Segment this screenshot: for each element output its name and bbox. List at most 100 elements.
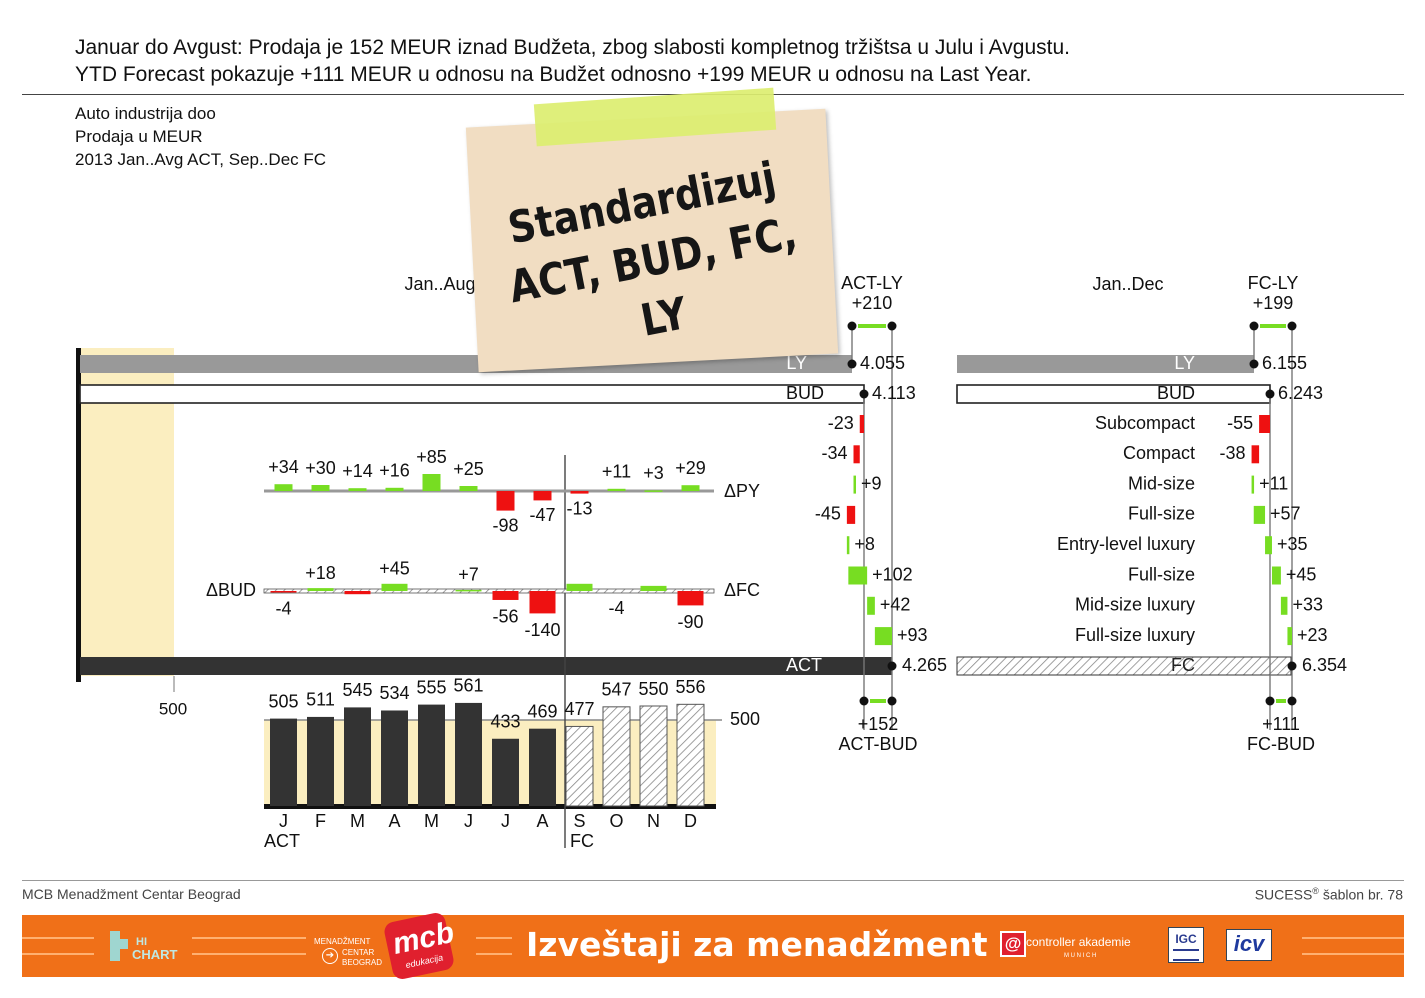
footer-company: MCB Menadžment Centar Beograd — [22, 886, 241, 902]
waterfall-jan-aug-segment-bar — [846, 505, 856, 524]
delta-fc-label: ΔFC — [724, 580, 760, 600]
mcb-arrow-icon: ➔ — [322, 948, 338, 964]
month-bar — [639, 705, 668, 807]
delta-bud-fc-value: -140 — [524, 620, 560, 640]
waterfall-jan-aug-bottom-delta-label: ACT-BUD — [838, 734, 917, 754]
month-label: J — [279, 811, 288, 831]
fc-bar-full-year — [956, 656, 1292, 676]
waterfall-jan-aug-segment-bar — [859, 415, 864, 433]
delta-py-value: +30 — [305, 458, 336, 478]
mcb-line-2: CENTAR — [342, 948, 375, 957]
waterfall-jan-dec-category-label: Entry-level luxury — [1057, 534, 1195, 554]
month-bar — [307, 716, 334, 806]
monthly-reference-label: 500 — [730, 709, 760, 729]
delta-bud-fc-value: -4 — [608, 598, 624, 618]
delta-py-value: -98 — [492, 515, 518, 535]
bud-bar-label: BUD — [786, 383, 824, 403]
delta-py-bar — [681, 485, 700, 491]
igc-logo-wave-icon — [1173, 949, 1199, 961]
waterfall-jan-aug-ly-value: 4.055 — [860, 353, 905, 373]
waterfall-jan-aug-bud-dot — [859, 389, 869, 399]
month-label: N — [647, 811, 660, 831]
month-bar — [418, 704, 445, 806]
waterfall-jan-aug-segment-bar — [867, 596, 875, 615]
waterfall-jan-aug-segment-label: +93 — [897, 625, 928, 645]
delta-py-value: +34 — [268, 457, 299, 477]
delta-py-value: +3 — [643, 463, 664, 483]
sticky-note: Standardizuj ACT, BUD, FC, LY — [465, 108, 839, 376]
waterfall-jan-dec-segment-bar — [1251, 475, 1255, 494]
delta-py-bar — [570, 491, 589, 494]
month-bar — [529, 728, 556, 806]
waterfall-jan-aug-top-delta-dot-right — [887, 321, 897, 331]
month-label: A — [536, 811, 548, 831]
delta-py-value: +29 — [675, 458, 706, 478]
month-bar — [492, 738, 519, 806]
company-name: Auto industrija doo — [75, 104, 216, 123]
waterfall-jan-dec-segment-label: +23 — [1297, 625, 1328, 645]
delta-py-value: -13 — [566, 498, 592, 518]
waterfall-jan-dec-segment-label: +11 — [1259, 473, 1288, 493]
waterfall-jan-dec-ly-dot — [1249, 359, 1259, 369]
waterfall-jan-dec-bud-value: 6.243 — [1278, 383, 1323, 403]
waterfall-jan-aug-segment-bar — [853, 475, 856, 494]
bud-bar-full-year — [956, 384, 1271, 404]
monthly-act-label: ACT — [264, 831, 300, 851]
delta-py-value: +85 — [416, 447, 447, 467]
month-value-label: 556 — [675, 677, 705, 697]
fc-bar-full-year-label: FC — [1171, 655, 1195, 675]
headline: Januar do Avgust: Prodaja je 152 MEUR iz… — [75, 34, 1070, 88]
waterfall-jan-dec-top-delta-value: +199 — [1253, 293, 1294, 313]
waterfall-jan-dec-category-label: Subcompact — [1095, 413, 1195, 433]
waterfall-jan-aug-segment-bar — [848, 566, 868, 585]
delta-py-value: +16 — [379, 461, 410, 481]
waterfall-jan-dec-category-label: Full-size — [1128, 564, 1195, 584]
period-label: 2013 Jan..Avg ACT, Sep..Dec FC — [75, 150, 327, 169]
delta-py-value: +25 — [453, 459, 484, 479]
month-value-label: 545 — [342, 680, 372, 700]
footer-registered: ® — [1312, 886, 1319, 896]
footer-template-ref: SUCESS® šablon br. 78 — [1255, 886, 1403, 903]
sticky-note-text: Standardizuj ACT, BUD, FC, LY — [485, 146, 822, 376]
report-info: Auto industrija doo Prodaja u MEUR 2013 … — [75, 102, 326, 171]
footer-template-number: šablon br. 78 — [1318, 886, 1403, 903]
waterfall-jan-aug-segment-label: +8 — [854, 534, 875, 554]
icv-logo-text: icv — [1233, 931, 1265, 956]
delta-py-bar — [422, 474, 441, 491]
waterfall-jan-aug-segment-label: -23 — [828, 413, 854, 433]
mcb-line-1: MENADŽMENT — [314, 937, 371, 946]
delta-py-bar — [459, 486, 478, 491]
waterfall-jan-dec-bottom-delta-dot-right — [1287, 696, 1297, 706]
controller-akademie-logo: @ controller akademie M U N I C H — [990, 929, 1180, 965]
delta-bud-fc-value: +7 — [458, 565, 479, 585]
delta-bud-fc-bar — [492, 591, 519, 600]
month-value-label: 511 — [306, 690, 335, 710]
month-bar — [676, 703, 705, 807]
delta-py-bar — [311, 485, 330, 491]
waterfall-jan-aug-segment-bar — [853, 445, 860, 464]
waterfall-jan-dec-bud-dot — [1265, 389, 1275, 399]
hichart-chart: CHART — [132, 947, 178, 962]
month-label: D — [684, 811, 697, 831]
delta-py-value: +14 — [342, 461, 373, 481]
delta-bud-fc-bar — [529, 591, 556, 614]
waterfall-jan-aug-segment-label: +9 — [861, 473, 882, 493]
controller-akademie-sub: M U N I C H — [1064, 953, 1097, 959]
month-value-label: 433 — [490, 712, 520, 732]
waterfall-jan-aug-segment-label: -45 — [815, 504, 841, 524]
month-label: J — [464, 811, 473, 831]
delta-bud-fc-value: +45 — [379, 559, 410, 579]
waterfall-jan-dec-segment-label: -38 — [1220, 443, 1246, 463]
month-value-label: 555 — [416, 677, 446, 697]
delta-bud-fc-bar — [455, 589, 482, 592]
waterfall-jan-aug-segment-label: -34 — [821, 443, 847, 463]
footer-banner: HI CHART MENADŽMENT ➔ CENTAR BEOGRAD mcb… — [22, 911, 1404, 981]
waterfall-jan-aug-end-dot — [887, 661, 897, 671]
waterfall-jan-dec-segment-label: +35 — [1277, 534, 1308, 554]
waterfall-jan-dec-segment-bar — [1287, 627, 1292, 646]
month-bar — [270, 718, 297, 806]
waterfall-jan-aug-bud-value: 4.113 — [872, 383, 916, 403]
delta-py-value: -47 — [529, 505, 555, 525]
waterfall-jan-dec-segment-label: +33 — [1292, 595, 1323, 615]
delta-py-bar — [607, 488, 626, 491]
